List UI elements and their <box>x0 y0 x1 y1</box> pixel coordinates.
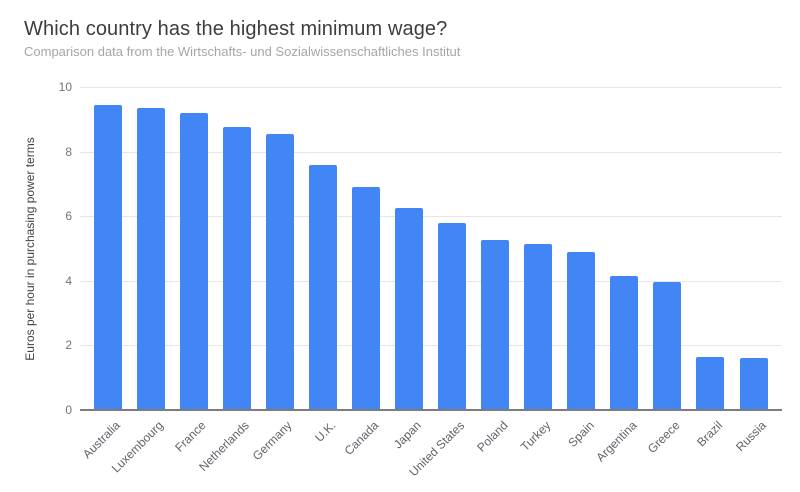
bar-greece[interactable] <box>653 282 682 410</box>
bar-argentina[interactable] <box>610 275 639 410</box>
x-axis-category-label: Germany <box>250 418 295 464</box>
bar-spain[interactable] <box>567 251 596 410</box>
bar-australia[interactable] <box>93 104 122 410</box>
y-axis-title: Euros per hour in purchasing power terms <box>23 136 37 361</box>
y-axis-tick-label: 0 <box>65 403 72 417</box>
x-axis-category-label: U.K. <box>311 418 339 445</box>
bar-netherlands[interactable] <box>222 127 251 410</box>
x-axis-category-label: Australia <box>79 418 123 462</box>
gridline <box>80 151 782 153</box>
y-axis-tick-label: 8 <box>65 144 72 159</box>
gridline <box>80 280 782 282</box>
bar-germany[interactable] <box>265 133 294 410</box>
x-axis-line <box>80 409 782 411</box>
y-axis-tick-label: 2 <box>65 338 72 353</box>
gridline <box>80 87 782 88</box>
bar-france[interactable] <box>179 112 208 410</box>
bar-u-k[interactable] <box>308 164 337 410</box>
bar-japan[interactable] <box>394 208 423 410</box>
x-axis-category-label: France <box>172 418 209 455</box>
x-axis-category-label: Japan <box>391 418 425 452</box>
bar-brazil[interactable] <box>696 356 725 410</box>
y-axis-tick-label: 10 <box>58 80 72 94</box>
bar-russia[interactable] <box>739 358 768 410</box>
gridline <box>80 216 782 218</box>
page-subtitle: Comparison data from the Wirtschafts- un… <box>24 44 461 59</box>
x-axis-category-label: Greece <box>644 418 683 457</box>
x-axis-category-label: Brazil <box>694 418 726 450</box>
x-axis-category-label: Spain <box>564 418 597 450</box>
page-title: Which country has the highest minimum wa… <box>24 18 448 40</box>
bar-luxembourg[interactable] <box>136 107 165 410</box>
x-axis-category-label: Poland <box>474 418 511 455</box>
y-axis-tick-label: 4 <box>65 273 72 288</box>
bar-united-states[interactable] <box>438 222 467 410</box>
y-axis-tick-label: 6 <box>65 209 72 224</box>
gridline <box>80 345 782 347</box>
x-axis-category-label: Russia <box>732 418 769 455</box>
x-axis-category-label: Argentina <box>593 418 640 465</box>
x-axis-category-label: Turkey <box>517 418 554 454</box>
x-axis-category-label: Canada <box>341 418 382 458</box>
bar-canada[interactable] <box>351 187 380 410</box>
bar-turkey[interactable] <box>524 243 553 410</box>
bar-poland[interactable] <box>481 240 510 410</box>
